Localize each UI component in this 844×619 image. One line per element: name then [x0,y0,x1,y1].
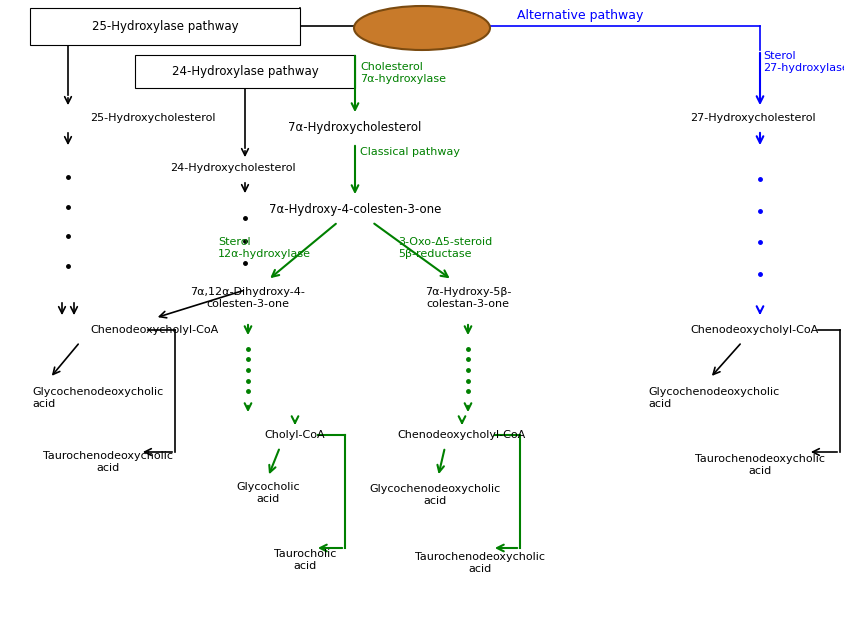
Text: Cholesterol: Cholesterol [377,21,466,35]
Text: 25-Hydroxycholesterol: 25-Hydroxycholesterol [90,113,215,123]
Text: Alternative pathway: Alternative pathway [517,9,642,22]
Text: 7α,12α-Dihydroxy-4-
colesten-3-one: 7α,12α-Dihydroxy-4- colesten-3-one [191,287,305,309]
Text: Glycocholic
acid: Glycocholic acid [236,482,300,504]
Text: 24-Hydroxylase pathway: 24-Hydroxylase pathway [171,65,318,78]
Text: 7α-Hydroxy-5β-
colestan-3-one: 7α-Hydroxy-5β- colestan-3-one [425,287,511,309]
Text: 27-Hydroxycholesterol: 27-Hydroxycholesterol [690,113,814,123]
Ellipse shape [354,6,490,50]
Text: Sterol
27-hydroxylase: Sterol 27-hydroxylase [762,51,844,73]
Text: Taurochenodeoxycholic
acid: Taurochenodeoxycholic acid [43,451,173,473]
Bar [135,55,354,88]
Text: Chenodeoxycholyl-CoA: Chenodeoxycholyl-CoA [398,430,526,440]
Text: Taurochenodeoxycholic
acid: Taurochenodeoxycholic acid [414,552,544,574]
Text: 3-Oxo-Δ5-steroid
5β-reductase: 3-Oxo-Δ5-steroid 5β-reductase [398,237,492,259]
Text: 7α-Hydroxycholesterol: 7α-Hydroxycholesterol [288,121,421,134]
Text: Glycochenodeoxycholic
acid: Glycochenodeoxycholic acid [32,387,163,409]
Text: Taurochenodeoxycholic
acid: Taurochenodeoxycholic acid [694,454,824,476]
Text: Glycochenodeoxycholic
acid: Glycochenodeoxycholic acid [647,387,778,409]
Text: 24-Hydroxycholesterol: 24-Hydroxycholesterol [170,163,295,173]
Text: 7α-Hydroxy-4-colesten-3-one: 7α-Hydroxy-4-colesten-3-one [268,204,441,217]
Text: Glycochenodeoxycholic
acid: Glycochenodeoxycholic acid [369,484,500,506]
Bar [30,8,300,45]
Text: Chenodeoxycholyl-CoA: Chenodeoxycholyl-CoA [690,325,817,335]
Text: Cholesterol
7α-hydroxylase: Cholesterol 7α-hydroxylase [360,62,446,84]
Text: Classical pathway: Classical pathway [360,147,459,157]
Text: 25-Hydroxylase pathway: 25-Hydroxylase pathway [92,20,238,33]
Text: Taurocholic
acid: Taurocholic acid [273,549,336,571]
Text: Chenodeoxycholyl-CoA: Chenodeoxycholyl-CoA [90,325,218,335]
Text: Cholyl-CoA: Cholyl-CoA [264,430,325,440]
Text: Sterol
12α-hydroxylase: Sterol 12α-hydroxylase [218,237,311,259]
